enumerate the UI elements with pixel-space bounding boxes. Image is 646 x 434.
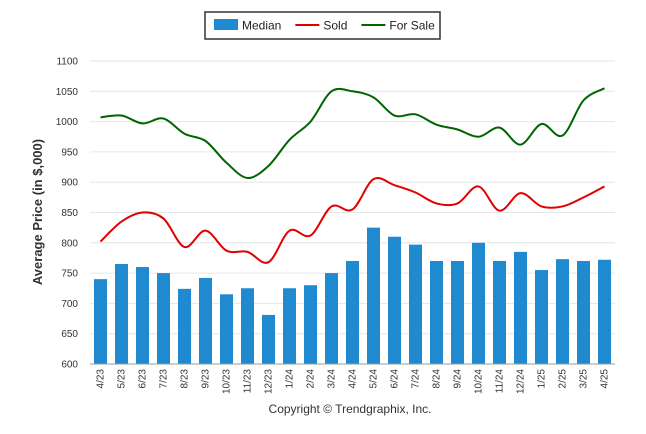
median-bar [115,264,128,364]
median-bar [367,227,380,364]
median-bar [493,260,506,364]
x-tick-label: 6/23 [138,369,149,389]
median-bar [577,260,590,364]
x-tick-label: 10/23 [222,369,233,394]
median-bar [598,259,611,364]
x-tick-label: 10/24 [474,369,485,394]
median-bar [556,259,569,364]
median-bar [262,314,275,364]
x-tick-label: 4/25 [600,369,611,389]
median-bar [178,288,191,364]
x-tick-label: 11/23 [243,369,254,394]
median-bar [430,260,443,364]
median-bar [346,260,359,364]
x-tick-label: 7/24 [411,369,422,389]
y-tick-label: 600 [61,360,78,371]
gridlines [90,60,615,335]
y-tick-label: 850 [61,208,78,219]
series-line-sold [99,177,605,264]
median-bar [241,288,254,364]
x-tick-label: 9/24 [453,369,464,389]
legend-swatch-median [214,19,238,30]
x-tick-label: 11/24 [495,369,506,394]
y-tick-label: 650 [61,329,78,340]
median-bar [388,236,401,364]
x-tick-label: 8/23 [180,369,191,389]
x-tick-label: 7/23 [159,369,170,389]
median-bar [220,294,233,364]
median-bar [472,242,485,364]
legend: Median Sold For Sale [204,11,441,40]
legend-entry: Sold [323,19,347,33]
y-axis-label: Average Price (in $,000) [30,139,45,285]
median-bar [325,273,338,364]
x-tick-label: 5/23 [117,369,128,389]
x-tick-label: 12/24 [516,369,527,394]
x-tick-label: 9/23 [201,369,212,389]
y-tick-label: 750 [61,269,78,280]
median-bar [409,244,422,364]
legend-box [204,11,441,40]
y-axis-ticks: 600 650 700 750 800 850 900 950 1000 1050 1100 [56,57,79,371]
series-line-for-sale [100,87,605,179]
x-tick-label: 3/25 [579,369,590,389]
x-tick-label: 2/25 [558,369,569,389]
median-bar [136,267,149,364]
median-bar [157,273,170,364]
median-bar [304,285,317,364]
median-bar [514,251,527,364]
median-bar [199,277,212,364]
x-tick-label: 3/24 [327,369,338,389]
median-bar [94,279,107,364]
x-tick-label: 2/24 [306,369,317,389]
median-bar [451,260,464,364]
copyright-text: Copyright © Trendgraphix, Inc. [269,402,432,416]
x-axis-ticks: 4/23 5/23 6/23 7/23 8/23 9/23 10/23 11/23 12/23 1… [96,369,611,394]
y-tick-label: 950 [61,147,78,158]
y-tick-label: 900 [61,178,78,189]
series-lines [99,87,605,264]
x-tick-label: 1/25 [537,369,548,389]
median-bars [94,227,611,364]
x-tick-label: 12/23 [264,369,275,394]
y-tick-label: 800 [61,238,78,249]
y-tick-label: 1050 [56,87,79,98]
x-tick-label: 6/24 [390,369,401,389]
y-tick-label: 700 [61,299,78,310]
y-tick-label: 1000 [56,117,79,128]
x-tick-label: 5/24 [369,369,380,389]
median-bar [283,288,296,364]
y-tick-label: 1100 [56,57,78,68]
x-tick-label: 8/24 [432,369,443,389]
x-tick-label: 4/24 [348,369,359,389]
legend-entry: For Sale [389,19,435,33]
x-tick-label: 4/23 [96,369,107,389]
median-bar [535,270,548,364]
x-tick-label: 1/24 [285,369,296,389]
legend-entry: Median [242,19,281,33]
